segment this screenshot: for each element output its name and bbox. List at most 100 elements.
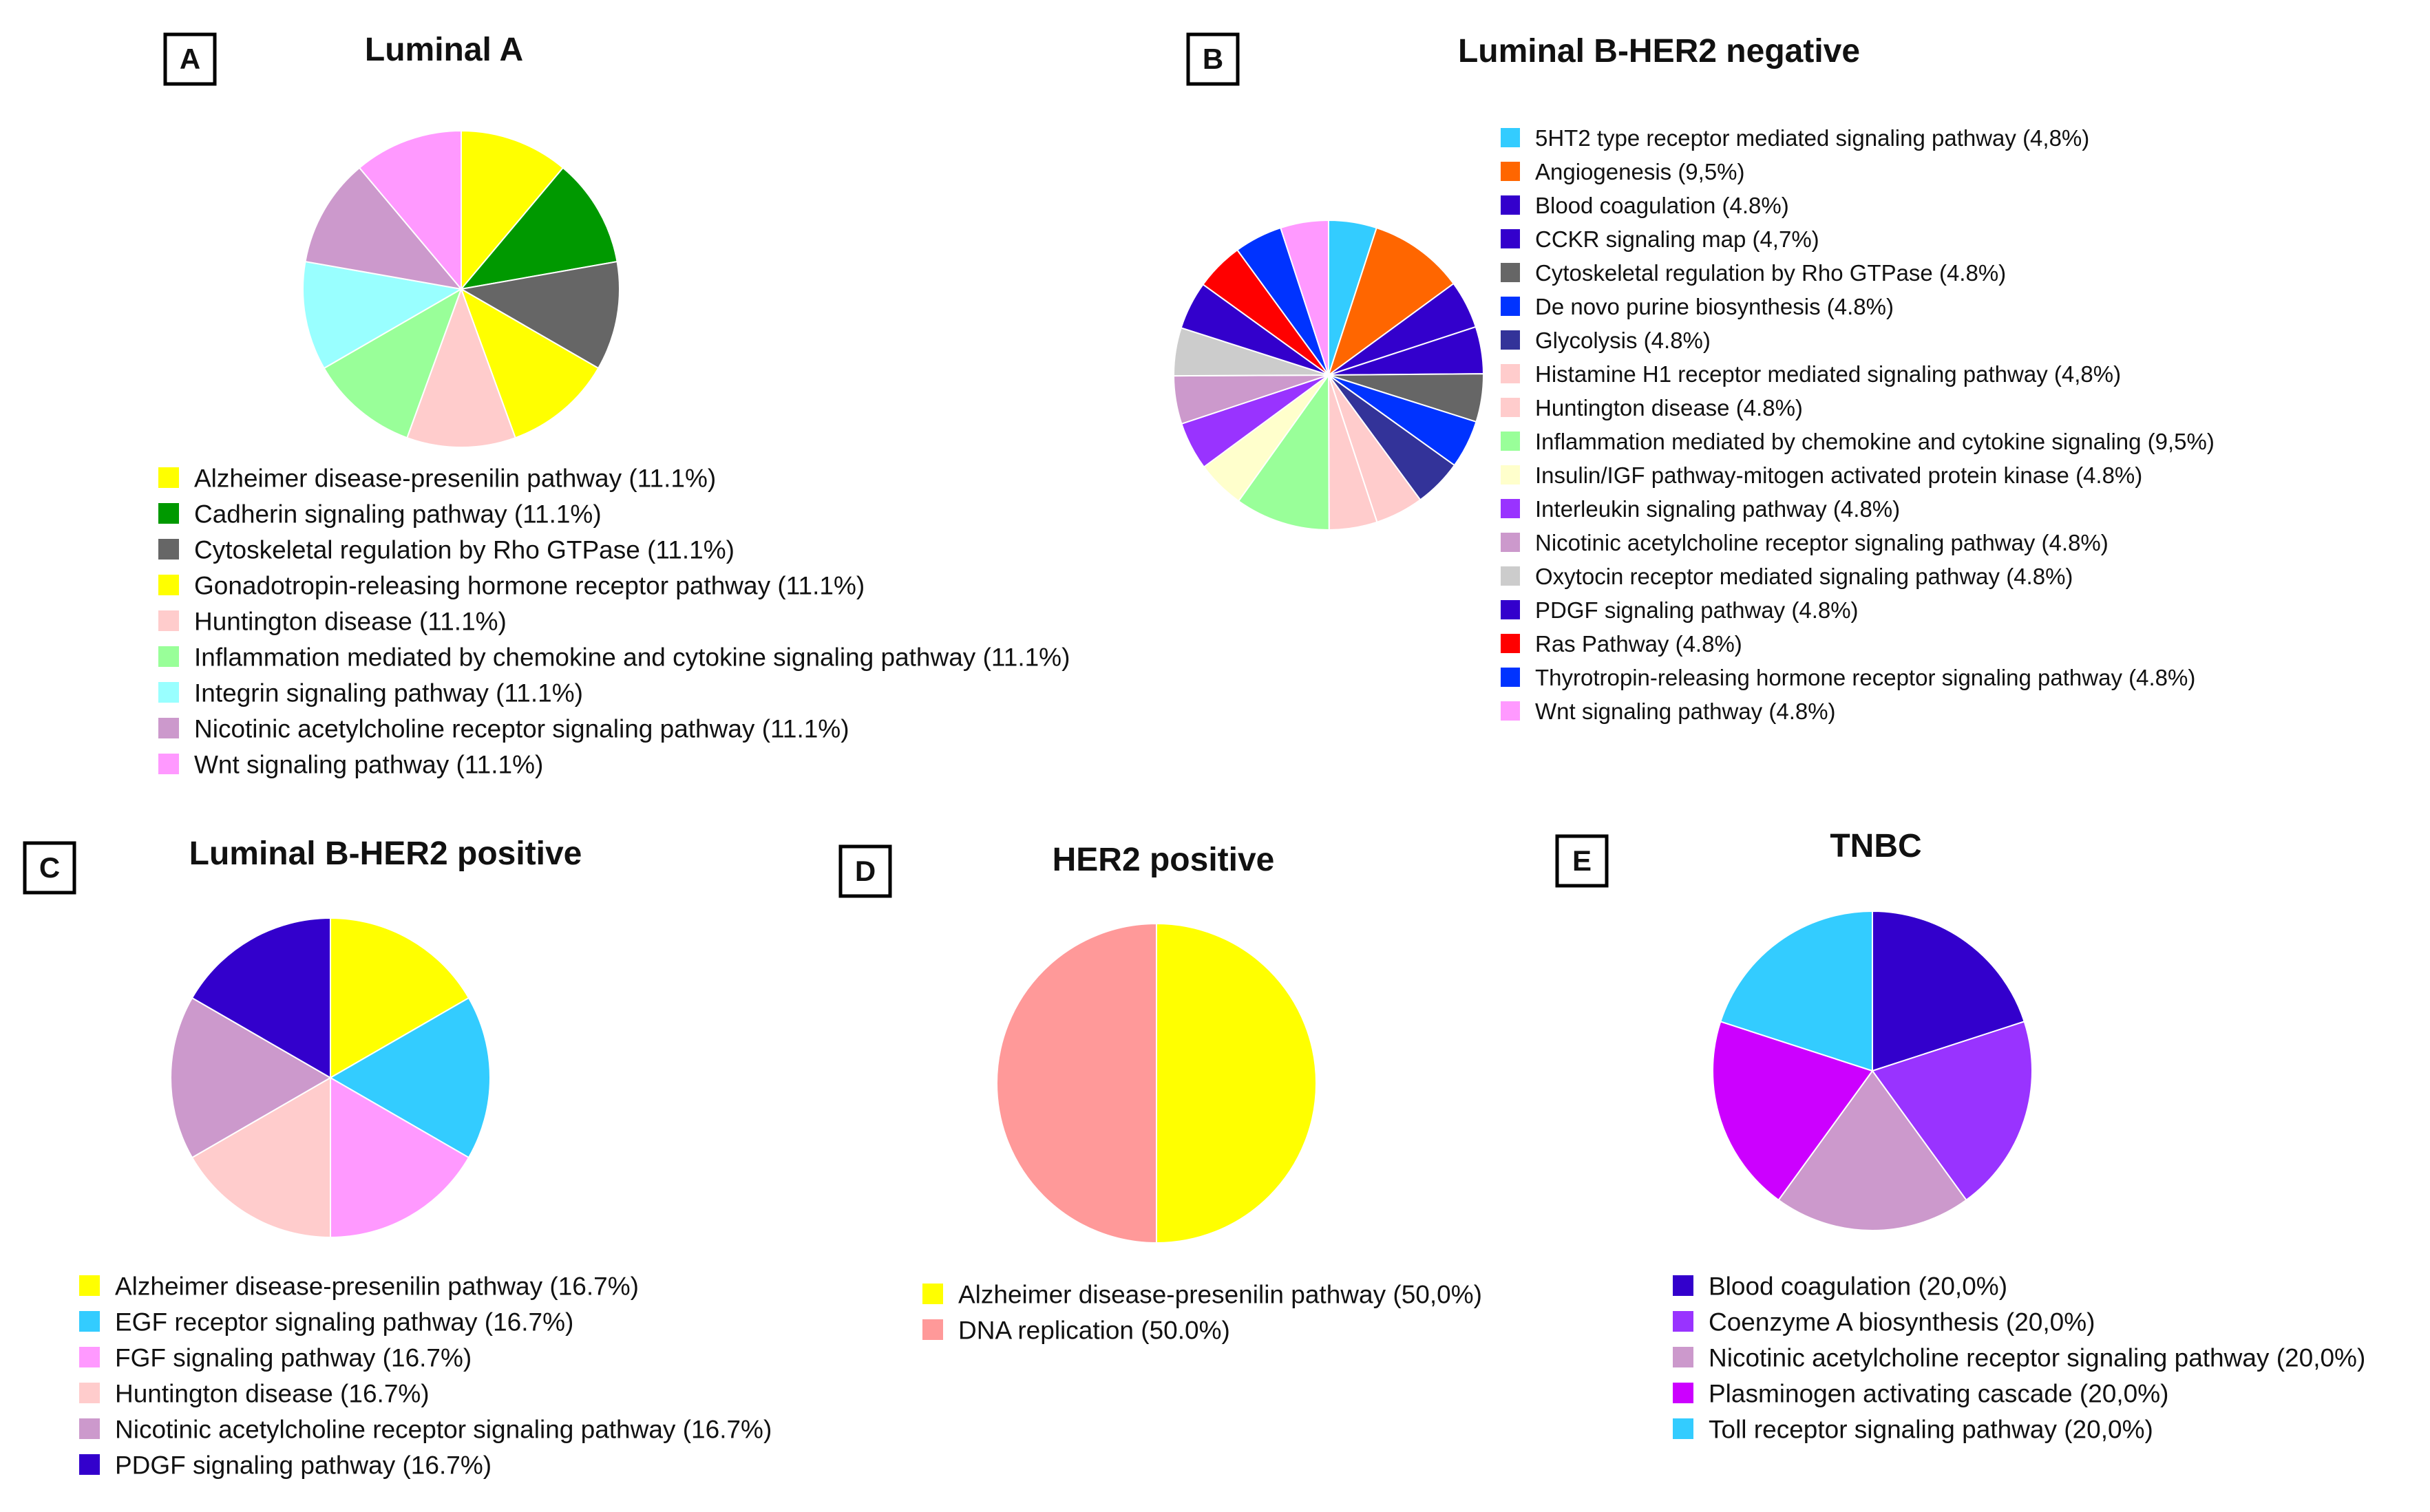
legend-swatch (1501, 533, 1520, 552)
legend-label: CCKR signaling map (4,7%) (1535, 226, 1819, 252)
legend-swatch (1673, 1347, 1693, 1367)
legend-label: Angiogenesis (9,5%) (1535, 159, 1745, 184)
legend-swatch (158, 646, 179, 667)
pie-slice-5 (1720, 910, 1873, 1072)
pie-slice-4 (460, 287, 600, 439)
legend-label: Gonadotropin-releasing hormone receptor … (194, 571, 865, 599)
legend-label: Histamine H1 receptor mediated signaling… (1535, 361, 2121, 387)
pie-slice-1 (1156, 922, 1317, 1244)
legend-label: Inflammation mediated by chemokine and c… (194, 643, 1070, 671)
pie-slice-1 (1872, 910, 2025, 1072)
panel-letter-box (838, 844, 892, 898)
legend-label: Huntington disease (16.7%) (115, 1379, 430, 1407)
legend-swatch (1501, 195, 1520, 215)
legend-label: 5HT2 type receptor mediated signaling pa… (1535, 125, 2089, 151)
pie-slice-3 (330, 1076, 470, 1239)
pie-slice-6 (191, 917, 331, 1079)
legend-label: Huntington disease (4.8%) (1535, 395, 1803, 420)
pie-slice-2 (1871, 1021, 2033, 1202)
legend-label: Cytoskeletal regulation by Rho GTPase (1… (194, 535, 735, 564)
legend: Blood coagulation (20,0%) Coenzyme A bios… (1673, 1272, 2365, 1443)
legend-label: Alzheimer disease-presenilin pathway (16… (115, 1272, 639, 1300)
legend-label: PDGF signaling pathway (16.7%) (115, 1451, 492, 1479)
legend-swatch (1673, 1311, 1693, 1332)
legend-swatch (1501, 330, 1520, 350)
legend-swatch (158, 682, 179, 703)
pie-slice-6 (323, 287, 463, 439)
legend-swatch (1501, 432, 1520, 451)
legend-label: Glycolysis (4.8%) (1535, 328, 1711, 353)
legend-swatch (1673, 1383, 1693, 1403)
legend-label: Blood coagulation (4.8%) (1535, 193, 1789, 218)
legend-swatch (79, 1418, 100, 1439)
legend-label: Wnt signaling pathway (4.8%) (1535, 699, 1836, 724)
legend-swatch (79, 1311, 100, 1332)
panel-a: A Luminal A Alzheimer disease-presenilin p… (158, 32, 1070, 778)
legend-label: Nicotinic acetylcholine receptor signali… (115, 1415, 772, 1443)
legend-swatch (1501, 229, 1520, 248)
panel-d: D HER2 positive Alzheimer disease-presenil… (838, 842, 1482, 1344)
pie-slice-5 (406, 287, 516, 448)
legend-label: Interleukin signaling pathway (4.8%) (1535, 496, 1900, 522)
legend-swatch (79, 1454, 100, 1475)
chart-title: Luminal A (365, 32, 523, 68)
pie-slice-2 (328, 997, 492, 1159)
pie-slice-18 (1279, 219, 1329, 376)
legend-swatch (79, 1275, 100, 1296)
legend-swatch (1501, 297, 1520, 316)
pie-slice-2 (1327, 226, 1455, 377)
legend-swatch (158, 575, 179, 595)
panel-letter-box (163, 32, 217, 86)
legend-label: Oxytocin receptor mediated signaling pat… (1535, 564, 2073, 589)
legend-swatch (158, 467, 179, 488)
legend-label: DNA replication (50.0%) (958, 1316, 1230, 1344)
panel-b: B Luminal B-HER2 negative 5HT2 type recept… (1172, 32, 2215, 724)
pie-chart (302, 129, 620, 448)
pie-slice-5 (169, 997, 332, 1159)
panel-letter-box (1555, 834, 1609, 888)
chart-title: HER2 positive (1053, 842, 1275, 878)
legend-label: Cadherin signaling pathway (11.1%) (194, 500, 602, 528)
legend-swatch (1501, 634, 1520, 653)
legend-swatch (922, 1284, 943, 1304)
chart-title: Luminal B-HER2 positive (189, 835, 582, 872)
legend: 5HT2 type receptor mediated signaling pa… (1501, 125, 2215, 724)
legend-swatch (1501, 499, 1520, 518)
legend-label: Insulin/IGF pathway-mitogen activated pr… (1535, 462, 2142, 488)
legend-label: Nicotinic acetylcholine receptor signali… (1535, 530, 2109, 555)
legend-label: FGF signaling pathway (16.7%) (115, 1343, 472, 1372)
panel-letter: C (39, 851, 60, 884)
panel-letter-box (23, 841, 76, 895)
legend-label: Ras Pathway (4.8%) (1535, 631, 1742, 657)
legend-swatch (158, 503, 179, 524)
legend-label: Integrin signaling pathway (11.1%) (194, 679, 583, 707)
legend-swatch (1501, 668, 1520, 687)
pie-slice-3 (459, 260, 620, 370)
legend-swatch (1673, 1418, 1693, 1439)
legend: Alzheimer disease-presenilin pathway (16… (79, 1272, 772, 1479)
pie-slice-8 (304, 167, 463, 290)
legend-swatch (158, 754, 179, 774)
chart-title: Luminal B-HER2 negative (1458, 33, 1860, 70)
pie-chart (169, 917, 492, 1239)
legend-label: Blood coagulation (20,0%) (1709, 1272, 2007, 1300)
legend-swatch (1501, 566, 1520, 586)
legend-swatch (79, 1383, 100, 1403)
legend-label: Nicotinic acetylcholine receptor signali… (1709, 1343, 2365, 1372)
legend-swatch (1501, 162, 1520, 181)
legend-swatch (1501, 364, 1520, 383)
pie-slice-10 (1237, 372, 1330, 531)
pie-slice-9 (358, 129, 462, 291)
pie-slice-1 (461, 129, 564, 291)
pie-chart (1712, 910, 2033, 1231)
panel-letter: D (855, 855, 876, 887)
pie-slice-2 (996, 922, 1157, 1244)
legend-label: Thyrotropin-releasing hormone receptor s… (1535, 665, 2195, 690)
legend-label: Inflammation mediated by chemokine and c… (1535, 429, 2215, 454)
legend: Alzheimer disease-presenilin pathway (50… (922, 1280, 1482, 1344)
pie-slice-7 (302, 260, 463, 370)
legend-swatch (1501, 600, 1520, 619)
legend-label: Wnt signaling pathway (11.1%) (194, 750, 543, 778)
panel-letter: B (1203, 43, 1223, 75)
